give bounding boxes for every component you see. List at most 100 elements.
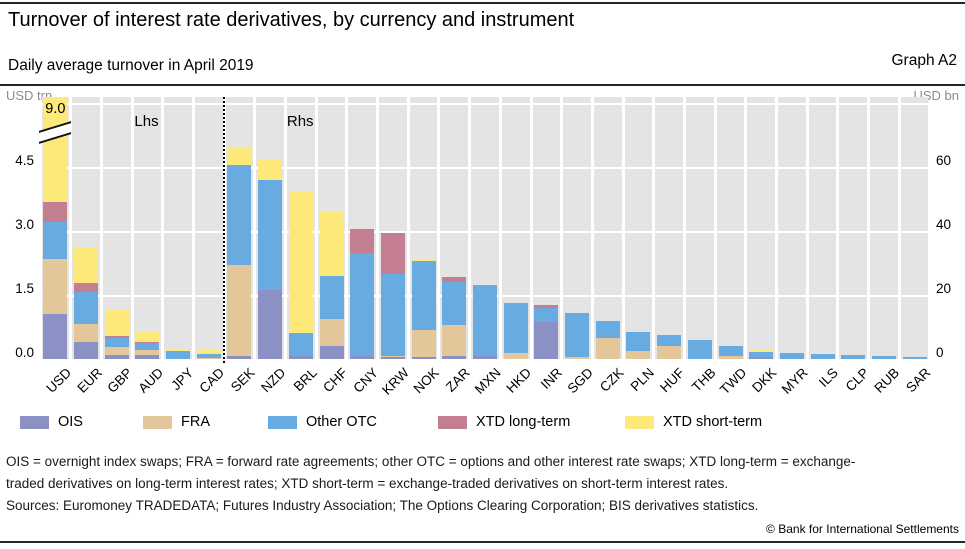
bar-segment-EUR-OIS (74, 342, 99, 359)
bar-segment-EUR-Other-OTC (74, 292, 99, 325)
bar-segment-TWD-Other-OTC (718, 346, 743, 356)
legend-swatch-XTD-long-term (438, 415, 467, 429)
bar-segment-NZD-Other-OTC (258, 179, 283, 291)
column-band-DKK (747, 97, 776, 359)
bar-segment-HUF-FRA (657, 346, 682, 359)
bar-segment-ZAR-XTD-long-term (442, 277, 467, 283)
gridline (40, 230, 930, 233)
bar-segment-NZD-XTD-short-term (258, 159, 283, 180)
gridline (40, 102, 930, 105)
column-band-TWD (716, 97, 745, 359)
bar-segment-GBP-XTD-long-term (104, 335, 129, 338)
column-band-AUD (133, 97, 162, 359)
bar-segment-NOK-OIS (411, 357, 436, 359)
bar-segment-CZK-FRA (595, 338, 620, 359)
bar-segment-MXN-Other-OTC (473, 285, 497, 356)
bar-segment-AUD-Other-OTC (135, 343, 160, 351)
category-label-SEK: SEK (228, 365, 259, 395)
category-label-TWD: TWD (716, 365, 750, 398)
chart-subtitle: Daily average turnover in April 2019 (8, 57, 254, 74)
bar-segment-CNY-Other-OTC (350, 253, 375, 356)
bar-segment-NZD-OIS (258, 290, 283, 359)
legend-item-Other-OTC: Other OTC (268, 412, 377, 432)
category-label-KRW: KRW (378, 365, 412, 398)
bar-segment-KRW-OIS (380, 357, 405, 359)
bar-segment-BRL-OIS (288, 355, 313, 359)
bar-segment-MYR-Other-OTC (779, 352, 804, 359)
bar-segment-ZAR-OIS (442, 355, 467, 359)
category-label-BRL: BRL (290, 365, 320, 395)
bar-segment-INR-Other-OTC (534, 307, 559, 323)
bar-segment-ILS-Other-OTC (810, 354, 835, 359)
category-label-MXN: MXN (471, 365, 504, 397)
bar-segment-SEK-Other-OTC (227, 165, 252, 265)
bar-segment-GBP-OIS (104, 354, 129, 359)
bar-segment-KRW-XTD-long-term (380, 232, 405, 275)
bar-segment-NOK-Other-OTC (411, 261, 436, 331)
bar-segment-USD-FRA (43, 258, 68, 315)
header-rule (0, 84, 965, 86)
bar-segment-SEK-OIS (227, 355, 252, 359)
footnote-text: OIS = overnight index swaps; FRA = forwa… (6, 451, 959, 495)
bar-segment-AUD-OIS (135, 354, 160, 359)
right-tick-60: 60 (936, 152, 952, 168)
legend-item-XTD-long-term: XTD long-term (438, 412, 570, 432)
bar-segment-EUR-XTD-short-term (74, 247, 99, 283)
bar-segment-AUD-XTD-short-term (135, 332, 160, 342)
left-tick-3.0: 3.0 (15, 216, 34, 232)
bar-segment-HKD-FRA (503, 352, 528, 359)
footnote-line-1: OIS = overnight index swaps; FRA = forwa… (6, 454, 856, 469)
legend-item-FRA: FRA (143, 412, 210, 432)
column-band-CLP (839, 97, 868, 359)
category-label-ZAR: ZAR (443, 365, 473, 395)
bar-segment-CAD-Other-OTC (196, 354, 221, 359)
bar-segment-HUF-Other-OTC (657, 335, 682, 347)
category-label-PLN: PLN (627, 365, 658, 395)
copyright-text: © Bank for International Settlements (766, 522, 959, 536)
bar-segment-GBP-XTD-short-term (104, 310, 129, 336)
left-tick-4.5: 4.5 (15, 152, 34, 168)
bar-segment-EUR-XTD-long-term (74, 282, 99, 293)
bar-segment-CHF-XTD-short-term (319, 211, 344, 276)
column-band-ILS (808, 97, 837, 359)
column-band-HUF (655, 97, 683, 359)
bar-segment-JPY-Other-OTC (166, 351, 191, 359)
legend-swatch-Other-OTC (268, 415, 297, 429)
bar-segment-GBP-FRA (104, 347, 129, 355)
column-band-CAD (194, 97, 223, 359)
plot-area (40, 97, 930, 359)
bar-segment-CHF-OIS (319, 346, 344, 359)
category-label-HKD: HKD (503, 365, 535, 396)
left-tick-0.0: 0.0 (15, 344, 34, 360)
top-rule (0, 2, 965, 4)
bar-segment-CLP-Other-OTC (841, 354, 866, 359)
bar-segment-INR-OIS (534, 322, 559, 359)
category-label-USD: USD (43, 365, 74, 396)
bar-segment-CNY-OIS (350, 355, 375, 359)
legend-label-Other-OTC: Other OTC (306, 414, 377, 430)
sources-text: Sources: Euromoney TRADEDATA; Futures In… (6, 498, 759, 513)
column-band-JPY (164, 97, 192, 359)
bar-segment-CAD-XTD-short-term (196, 350, 221, 355)
category-label-GBP: GBP (104, 365, 136, 396)
left-tick-1.5: 1.5 (15, 280, 34, 296)
bar-segment-EUR-FRA (74, 324, 99, 343)
category-label-HUF: HUF (657, 365, 688, 396)
column-band-THB (685, 97, 714, 359)
bar-segment-SEK-FRA (227, 264, 252, 356)
legend-swatch-XTD-short-term (625, 415, 654, 429)
bar-segment-NOK-FRA (411, 330, 436, 358)
column-band-SAR (900, 97, 929, 359)
category-label-MYR: MYR (778, 365, 811, 397)
bar-segment-CHF-FRA (319, 319, 344, 347)
right-tick-20: 20 (936, 280, 952, 296)
legend-swatch-OIS (20, 415, 49, 429)
legend-swatch-FRA (143, 415, 172, 429)
graph-number-label: Graph A2 (891, 52, 958, 69)
category-label-CLP: CLP (842, 365, 872, 395)
category-label-SAR: SAR (903, 365, 934, 396)
bar-segment-USD-XTD-long-term (43, 201, 68, 222)
column-band-PLN (624, 97, 653, 359)
bar-segment-CHF-Other-OTC (319, 275, 344, 319)
